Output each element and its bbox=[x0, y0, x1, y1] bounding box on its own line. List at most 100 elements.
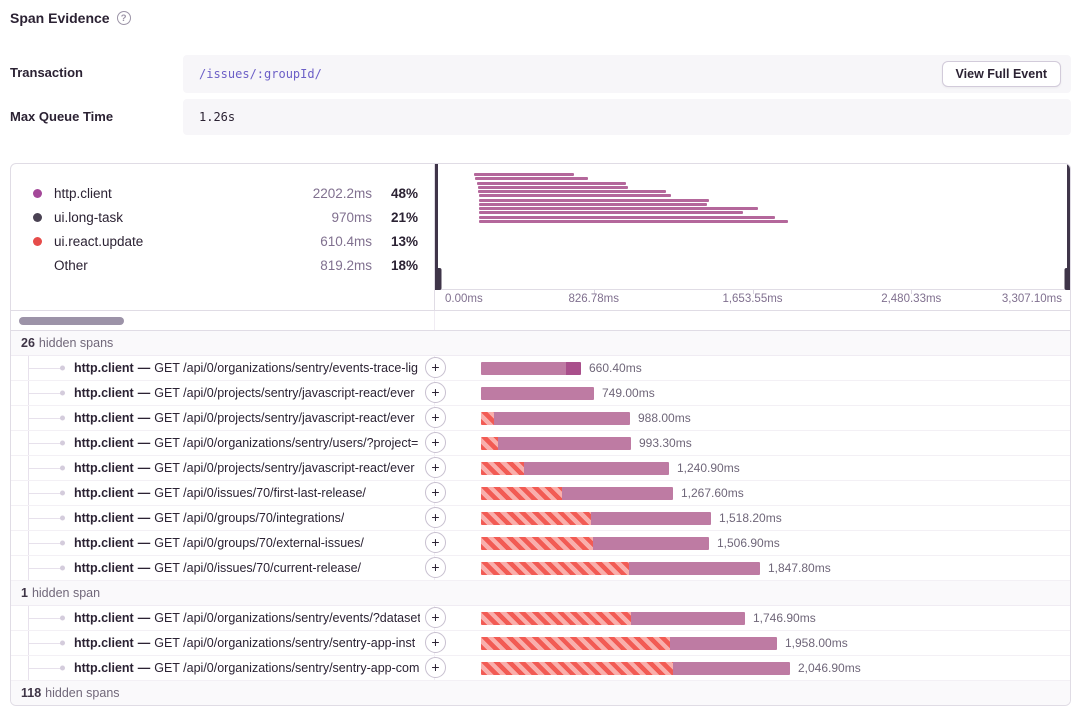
tree-connector-line bbox=[28, 618, 61, 619]
expand-span-button[interactable]: + bbox=[425, 507, 446, 528]
hidden-spans-label: hidden spans bbox=[38, 336, 114, 350]
span-description-cell[interactable]: http.client — GET /api/0/organizations/s… bbox=[11, 631, 434, 655]
span-op: http.client bbox=[74, 511, 134, 525]
span-description-cell[interactable]: http.client — GET /api/0/projects/sentry… bbox=[11, 381, 434, 405]
expand-span-button[interactable]: + bbox=[425, 457, 446, 478]
hidden-spans-row[interactable]: 118 hidden spans bbox=[11, 681, 1070, 705]
expand-span-button[interactable]: + bbox=[425, 532, 446, 553]
span-duration-label: 1,847.80ms bbox=[768, 561, 831, 575]
span-duration-label: 1,746.90ms bbox=[753, 611, 816, 625]
span-duration-cell[interactable]: 1,746.90ms bbox=[434, 606, 1070, 630]
legend-op-name: ui.long-task bbox=[54, 209, 124, 225]
span-description-cell[interactable]: http.client — GET /api/0/projects/sentry… bbox=[11, 456, 434, 480]
span-row: http.client — GET /api/0/organizations/s… bbox=[11, 356, 1070, 381]
span-description-cell[interactable]: http.client — GET /api/0/issues/70/first… bbox=[11, 481, 434, 505]
expand-span-button[interactable]: + bbox=[425, 607, 446, 628]
span-op: http.client bbox=[74, 636, 134, 650]
bar-hatched-segment bbox=[481, 636, 670, 650]
minimap-span-bar bbox=[477, 182, 626, 185]
span-duration-cell[interactable]: 660.40ms bbox=[434, 356, 1070, 380]
tree-node-dot bbox=[60, 365, 65, 371]
scrollbar-thumb[interactable] bbox=[19, 316, 124, 325]
span-description-cell[interactable]: http.client — GET /api/0/projects/sentry… bbox=[11, 406, 434, 430]
minimap-span-bar bbox=[479, 211, 743, 214]
tree-connector-line bbox=[28, 518, 61, 519]
legend-item[interactable]: Other 819.2ms 18% bbox=[33, 253, 418, 277]
span-duration-cell[interactable]: 993.30ms bbox=[434, 431, 1070, 455]
span-description-cell[interactable]: http.client — GET /api/0/groups/70/integ… bbox=[11, 506, 434, 530]
drag-grip[interactable] bbox=[1064, 268, 1070, 290]
span-duration-cell[interactable]: 2,046.90ms bbox=[434, 656, 1070, 680]
minimap-right-drag-handle[interactable] bbox=[1064, 164, 1070, 290]
span-description-cell[interactable]: http.client — GET /api/0/organizations/s… bbox=[11, 356, 434, 380]
bar-hatched-segment bbox=[481, 461, 524, 475]
span-duration-label: 1,267.60ms bbox=[681, 486, 744, 500]
span-op: http.client bbox=[74, 461, 134, 475]
span-duration-label: 993.30ms bbox=[639, 436, 692, 450]
span-duration-cell[interactable]: 1,847.80ms bbox=[434, 556, 1070, 580]
minimap-span-bar bbox=[475, 177, 588, 180]
span-duration-bar bbox=[481, 561, 760, 575]
span-duration-bar bbox=[481, 611, 745, 625]
span-description: GET /api/0/issues/70/current-release/ bbox=[154, 561, 362, 575]
span-duration-bar bbox=[481, 386, 594, 400]
op-separator: — bbox=[137, 561, 151, 575]
op-breakdown-legend: http.client 2202.2ms 48% ui.long-task 97… bbox=[11, 164, 434, 310]
span-duration-cell[interactable]: 1,518.20ms bbox=[434, 506, 1070, 530]
expand-span-button[interactable]: + bbox=[425, 357, 446, 378]
scrollbar-spacer bbox=[435, 311, 1070, 330]
tree-node-dot bbox=[60, 665, 65, 671]
expand-span-button[interactable]: + bbox=[425, 407, 446, 428]
hidden-spans-row[interactable]: 26 hidden spans bbox=[11, 331, 1070, 356]
minimap-left-drag-handle[interactable] bbox=[435, 164, 441, 290]
span-description: GET /api/0/projects/sentry/javascript-re… bbox=[154, 386, 415, 400]
expand-span-button[interactable]: + bbox=[425, 657, 446, 678]
span-op: http.client bbox=[74, 661, 134, 675]
expand-span-button[interactable]: + bbox=[425, 632, 446, 653]
legend-item[interactable]: ui.react.update 610.4ms 13% bbox=[33, 229, 418, 253]
span-op: http.client bbox=[74, 536, 134, 550]
expand-span-button[interactable]: + bbox=[425, 482, 446, 503]
span-duration-cell[interactable]: 988.00ms bbox=[434, 406, 1070, 430]
op-separator: — bbox=[137, 361, 151, 375]
span-op: http.client bbox=[74, 436, 134, 450]
op-separator: — bbox=[137, 461, 151, 475]
minimap-span-bar bbox=[479, 220, 788, 223]
span-duration-bar bbox=[481, 361, 581, 375]
span-duration-cell[interactable]: 1,958.00ms bbox=[434, 631, 1070, 655]
tree-node-dot bbox=[60, 390, 65, 396]
span-duration-cell[interactable]: 1,267.60ms bbox=[434, 481, 1070, 505]
span-duration-cell[interactable]: 749.00ms bbox=[434, 381, 1070, 405]
help-icon[interactable]: ? bbox=[116, 11, 131, 25]
span-rows: 26 hidden spans http.client — GET /api/0… bbox=[11, 331, 1070, 705]
legend-item[interactable]: http.client 2202.2ms 48% bbox=[33, 181, 418, 205]
expand-span-button[interactable]: + bbox=[425, 432, 446, 453]
axis-tick-label: 1,653.55ms bbox=[722, 293, 783, 305]
span-description-cell[interactable]: http.client — GET /api/0/organizations/s… bbox=[11, 606, 434, 630]
view-full-event-button[interactable]: View Full Event bbox=[941, 61, 1061, 87]
bar-solid-segment bbox=[494, 411, 630, 425]
time-axis: 0.00ms 826.78ms 1,653.55ms 2,480.33ms 3,307.… bbox=[435, 289, 1070, 310]
span-description-cell[interactable]: http.client — GET /api/0/organizations/s… bbox=[11, 431, 434, 455]
transaction-link[interactable]: /issues/:groupId/ bbox=[199, 67, 322, 81]
span-duration-cell[interactable]: 1,240.90ms bbox=[434, 456, 1070, 480]
span-op: http.client bbox=[74, 411, 134, 425]
bar-solid-segment bbox=[562, 486, 673, 500]
hidden-spans-row[interactable]: 1 hidden span bbox=[11, 581, 1070, 606]
span-description-cell[interactable]: http.client — GET /api/0/issues/70/curre… bbox=[11, 556, 434, 580]
span-duration-cell[interactable]: 1,506.90ms bbox=[434, 531, 1070, 555]
max-queue-time-value: 1.26s bbox=[199, 110, 236, 124]
span-description-cell[interactable]: http.client — GET /api/0/groups/70/exter… bbox=[11, 531, 434, 555]
scrollbar-track bbox=[11, 311, 435, 330]
span-description-cell[interactable]: http.client — GET /api/0/organizations/s… bbox=[11, 656, 434, 680]
span-description: GET /api/0/organizations/sentry/events-t… bbox=[154, 361, 419, 375]
legend-item[interactable]: ui.long-task 970ms 21% bbox=[33, 205, 418, 229]
expand-span-button[interactable]: + bbox=[425, 557, 446, 578]
legend-duration: 819.2ms bbox=[320, 257, 372, 273]
tree-node-dot bbox=[60, 440, 65, 446]
expand-span-button[interactable]: + bbox=[425, 382, 446, 403]
axis-tick-label: 3,307.10ms bbox=[1001, 293, 1062, 305]
max-queue-time-row: Max Queue Time 1.26s bbox=[10, 99, 1071, 135]
trace-minimap[interactable]: 0.00ms 826.78ms 1,653.55ms 2,480.33ms 3,307.… bbox=[434, 164, 1070, 310]
drag-grip[interactable] bbox=[435, 268, 441, 290]
